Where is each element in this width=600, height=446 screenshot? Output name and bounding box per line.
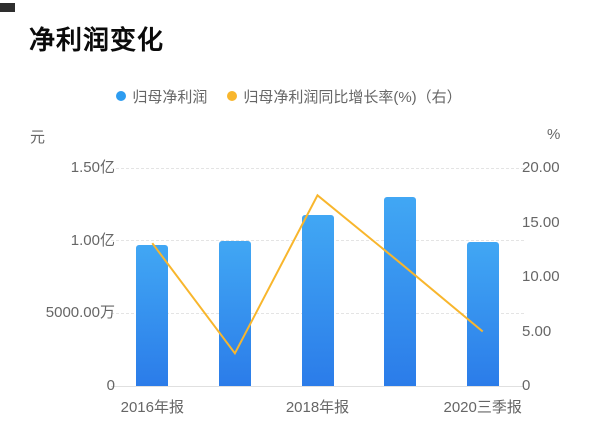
gridline [111, 167, 524, 169]
legend-item-net-profit[interactable]: 归母净利润 [116, 86, 207, 107]
left-axis-unit: 元 [30, 129, 46, 146]
bar-2020三季报 [466, 242, 499, 386]
x-axis-label: 2020三季报 [443, 399, 522, 416]
legend-label-net-profit: 归母净利润 [132, 88, 208, 106]
bar-2016年报 [136, 245, 169, 386]
x-axis-baseline [111, 385, 524, 387]
right-axis-tick: 15.00 [522, 213, 560, 231]
corner-artifact [0, 3, 15, 12]
right-axis-unit: % [547, 126, 561, 143]
right-axis-tick: 0 [522, 377, 531, 394]
left-axis-tick: 5000.00万 [45, 304, 115, 322]
bar-series-dot-icon [116, 91, 127, 101]
legend-label-growth-rate: 归母净利润同比增长率(%)（右） [243, 88, 462, 106]
bar-2018年报 [301, 214, 334, 386]
right-axis-tick: 20.00 [522, 159, 560, 176]
left-axis-tick: 0 [106, 377, 115, 394]
line-series-dot-icon [227, 91, 238, 101]
x-axis-label: 2018年报 [285, 399, 350, 416]
left-axis-tick: 1.50亿 [70, 159, 115, 176]
chart-title: 净利润变化 [29, 25, 165, 55]
right-axis-tick: 5.00 [522, 322, 552, 340]
x-axis-label: 2016年报 [120, 399, 184, 416]
legend-item-growth-rate[interactable]: 归母净利润同比增长率(%)（右） [227, 86, 462, 107]
bar-2019年报 [384, 197, 417, 386]
bar-2017年报 [218, 240, 251, 386]
left-axis-tick: 1.00亿 [70, 231, 115, 249]
right-axis-tick: 10.00 [522, 268, 560, 285]
legend: 归母净利润 归母净利润同比增长率(%)（右） [0, 86, 589, 106]
